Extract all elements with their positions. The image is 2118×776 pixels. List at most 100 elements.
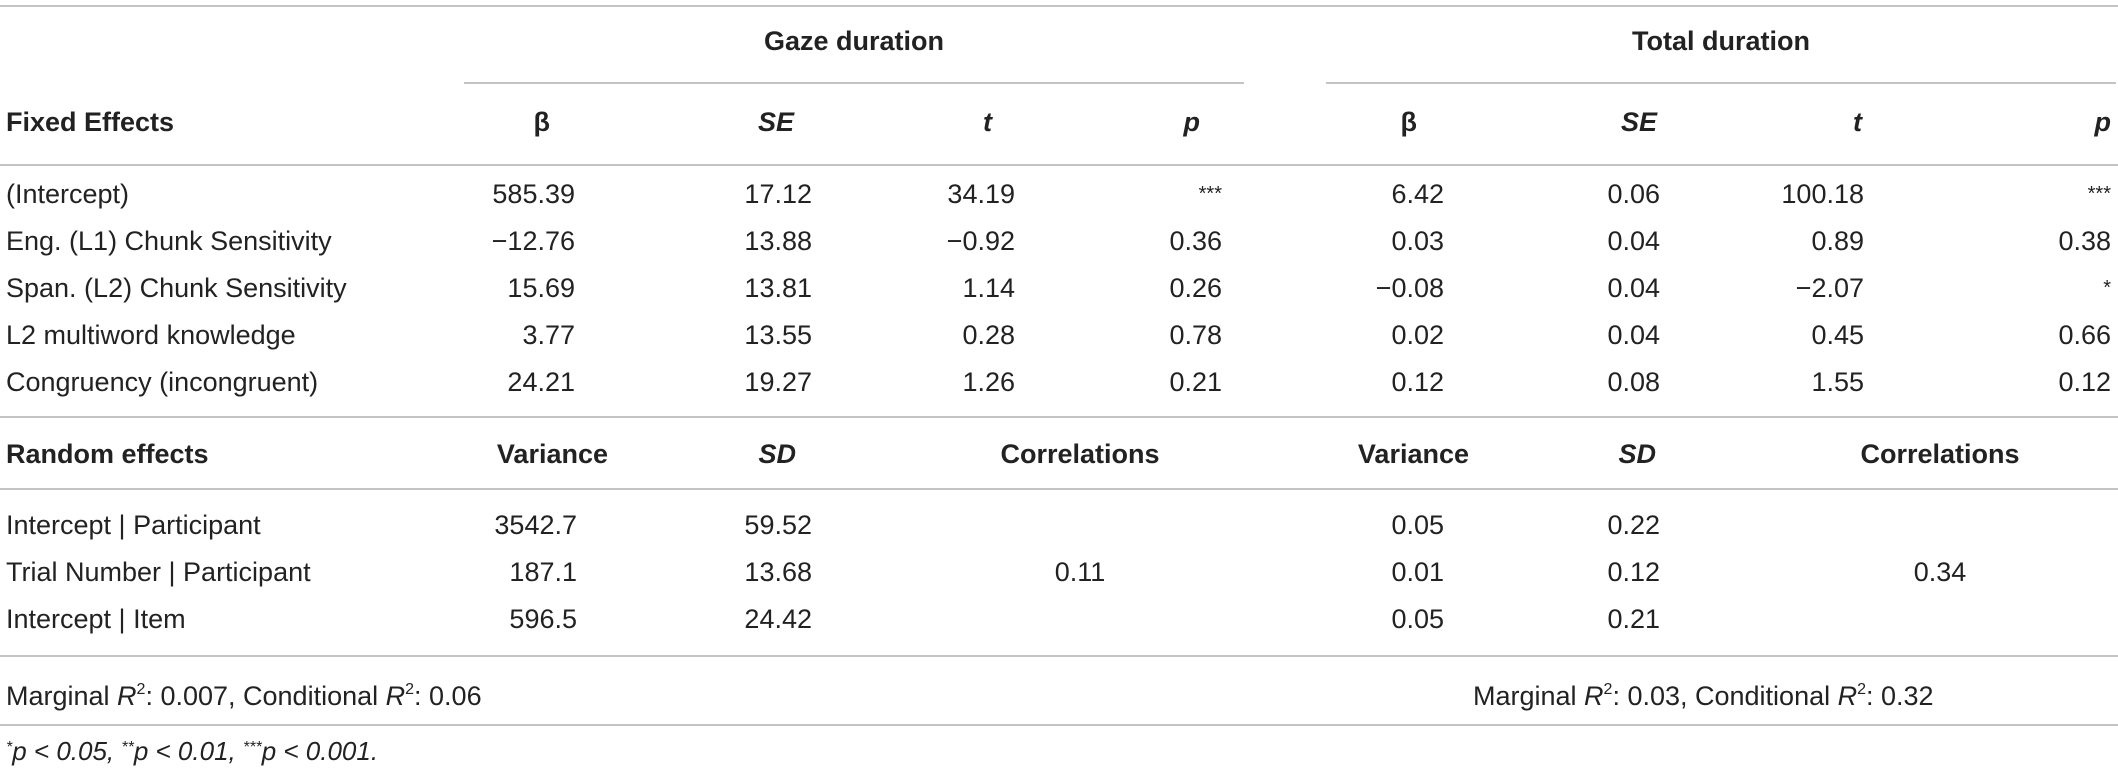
total-p-stars: *** xyxy=(2087,183,2111,205)
gaze-t: 1.14 xyxy=(962,273,1015,303)
total-group-rule xyxy=(1326,82,2116,84)
total-variance: 0.05 xyxy=(1391,604,1444,634)
total-p: 0.12 xyxy=(2058,367,2111,397)
gaze-p: 0.36 xyxy=(1169,226,1222,256)
total-t: 1.55 xyxy=(1811,367,1864,397)
r-symbol: R xyxy=(1584,681,1604,711)
fit-text: : 0.06 xyxy=(414,681,482,711)
gaze-variance-header: Variance xyxy=(496,439,608,469)
total-beta: −0.08 xyxy=(1375,273,1444,303)
r-symbol: R xyxy=(117,681,137,711)
footnote-stars: ** xyxy=(121,739,134,756)
total-p: *** xyxy=(2000,170,2111,218)
gaze-t: −0.92 xyxy=(946,226,1015,256)
total-sd-header: SD xyxy=(1618,439,1656,469)
random-effects-header-row: Random effects Variance SD Correlations … xyxy=(0,430,2118,478)
gaze-sd: 24.42 xyxy=(744,604,812,634)
gaze-variance: 596.5 xyxy=(509,604,577,634)
total-p: 0.66 xyxy=(2058,320,2111,350)
footnote-stars: * xyxy=(6,739,13,756)
gaze-t: 0.28 xyxy=(962,320,1015,350)
gaze-beta: −12.76 xyxy=(491,226,575,256)
group-gaze-duration: Gaze duration xyxy=(763,26,945,56)
footnote-text: p < 0.001. xyxy=(261,736,379,766)
row-label: Congruency (incongruent) xyxy=(6,367,319,397)
gaze-beta: 24.21 xyxy=(507,367,575,397)
gaze-t: 1.26 xyxy=(962,367,1015,397)
fit-text: : 0.007, Conditional xyxy=(145,681,386,711)
gaze-sd: 59.52 xyxy=(744,510,812,540)
model-fit-row: Marginal R2: 0.007, Conditional R2: 0.06… xyxy=(0,666,2118,714)
row-label: L2 multiword knowledge xyxy=(6,320,296,350)
total-variance-header: Variance xyxy=(1357,439,1469,469)
fit-text: Marginal xyxy=(1473,681,1585,711)
table-row: Trial Number | Participant 187.1 13.68 0… xyxy=(0,548,2118,596)
gaze-beta: 15.69 xyxy=(507,273,575,303)
gaze-group-rule xyxy=(464,82,1244,84)
total-sd: 0.21 xyxy=(1607,604,1660,634)
random-section-rule xyxy=(0,655,2118,657)
total-t: −2.07 xyxy=(1795,273,1864,303)
random-header-rule xyxy=(0,488,2118,490)
total-beta-header: β xyxy=(1400,107,1417,137)
total-p-header: p xyxy=(2094,107,2112,137)
row-label: (Intercept) xyxy=(6,179,130,209)
total-se: 0.04 xyxy=(1607,226,1660,256)
row-label: Eng. (L1) Chunk Sensitivity xyxy=(6,226,332,256)
fixed-effects-heading: Fixed Effects xyxy=(6,107,175,137)
fit-text: : 0.03, Conditional xyxy=(1612,681,1838,711)
bottom-rule xyxy=(0,724,2118,726)
total-se: 0.08 xyxy=(1607,367,1660,397)
footnote-text: p < 0.01, xyxy=(133,736,243,766)
row-label: Trial Number | Participant xyxy=(6,557,311,587)
total-correlations-header: Correlations xyxy=(1860,439,2020,469)
total-se: 0.04 xyxy=(1607,320,1660,350)
gaze-se-header: SE xyxy=(757,107,794,137)
gaze-beta: 585.39 xyxy=(492,179,575,209)
fixed-section-rule xyxy=(0,416,2118,418)
total-model-fit: Marginal R2: 0.03, Conditional R2: 0.32 xyxy=(1473,666,1934,714)
gaze-se: 13.55 xyxy=(744,320,812,350)
table-row: L2 multiword knowledge 3.77 13.55 0.28 0… xyxy=(0,311,2118,359)
gaze-se: 13.88 xyxy=(744,226,812,256)
gaze-beta: 3.77 xyxy=(522,320,575,350)
table-row: Intercept | Item 596.5 24.42 0.05 0.21 xyxy=(0,595,2118,643)
total-p: 0.38 xyxy=(2058,226,2111,256)
total-variance: 0.01 xyxy=(1391,557,1444,587)
total-t: 100.18 xyxy=(1781,179,1864,209)
total-t: 0.45 xyxy=(1811,320,1864,350)
total-p-stars: * xyxy=(2103,277,2111,299)
fixed-effects-header-row: Fixed Effects β SE t p β SE t p xyxy=(0,98,2118,146)
r-squared-exponent: 2 xyxy=(1857,681,1867,698)
gaze-correlations-header: Correlations xyxy=(1000,439,1160,469)
table-row: Congruency (incongruent) 24.21 19.27 1.2… xyxy=(0,358,2118,406)
total-se: 0.06 xyxy=(1607,179,1660,209)
total-beta: 0.12 xyxy=(1391,367,1444,397)
gaze-variance: 187.1 xyxy=(509,557,577,587)
row-label: Span. (L2) Chunk Sensitivity xyxy=(6,273,347,303)
total-sd: 0.22 xyxy=(1607,510,1660,540)
total-sd: 0.12 xyxy=(1607,557,1660,587)
total-correlation-value: 0.34 xyxy=(1913,557,1967,587)
group-header-row: Gaze duration Total duration xyxy=(0,17,2118,65)
r-symbol: R xyxy=(1837,681,1858,711)
gaze-sd-header: SD xyxy=(758,439,796,469)
gaze-p: 0.21 xyxy=(1169,367,1222,397)
gaze-sd: 13.68 xyxy=(744,557,812,587)
gaze-se: 17.12 xyxy=(744,179,812,209)
gaze-se: 13.81 xyxy=(744,273,812,303)
gaze-p: *** xyxy=(1100,170,1222,218)
footnote-text: p < 0.05, xyxy=(12,736,122,766)
row-label: Intercept | Item xyxy=(6,604,186,634)
total-p: * xyxy=(2000,264,2111,312)
total-t: 0.89 xyxy=(1811,226,1864,256)
total-se-header: SE xyxy=(1620,107,1657,137)
r-squared-exponent: 2 xyxy=(1603,681,1613,698)
gaze-se: 19.27 xyxy=(744,367,812,397)
total-beta: 0.02 xyxy=(1391,320,1444,350)
table-row: (Intercept) 585.39 17.12 34.19 *** 6.42 … xyxy=(0,170,2118,218)
fixed-header-rule xyxy=(0,164,2118,166)
r-symbol: R xyxy=(385,681,406,711)
significance-footnote: *p < 0.05, **p < 0.01, ***p < 0.001. xyxy=(6,730,378,769)
